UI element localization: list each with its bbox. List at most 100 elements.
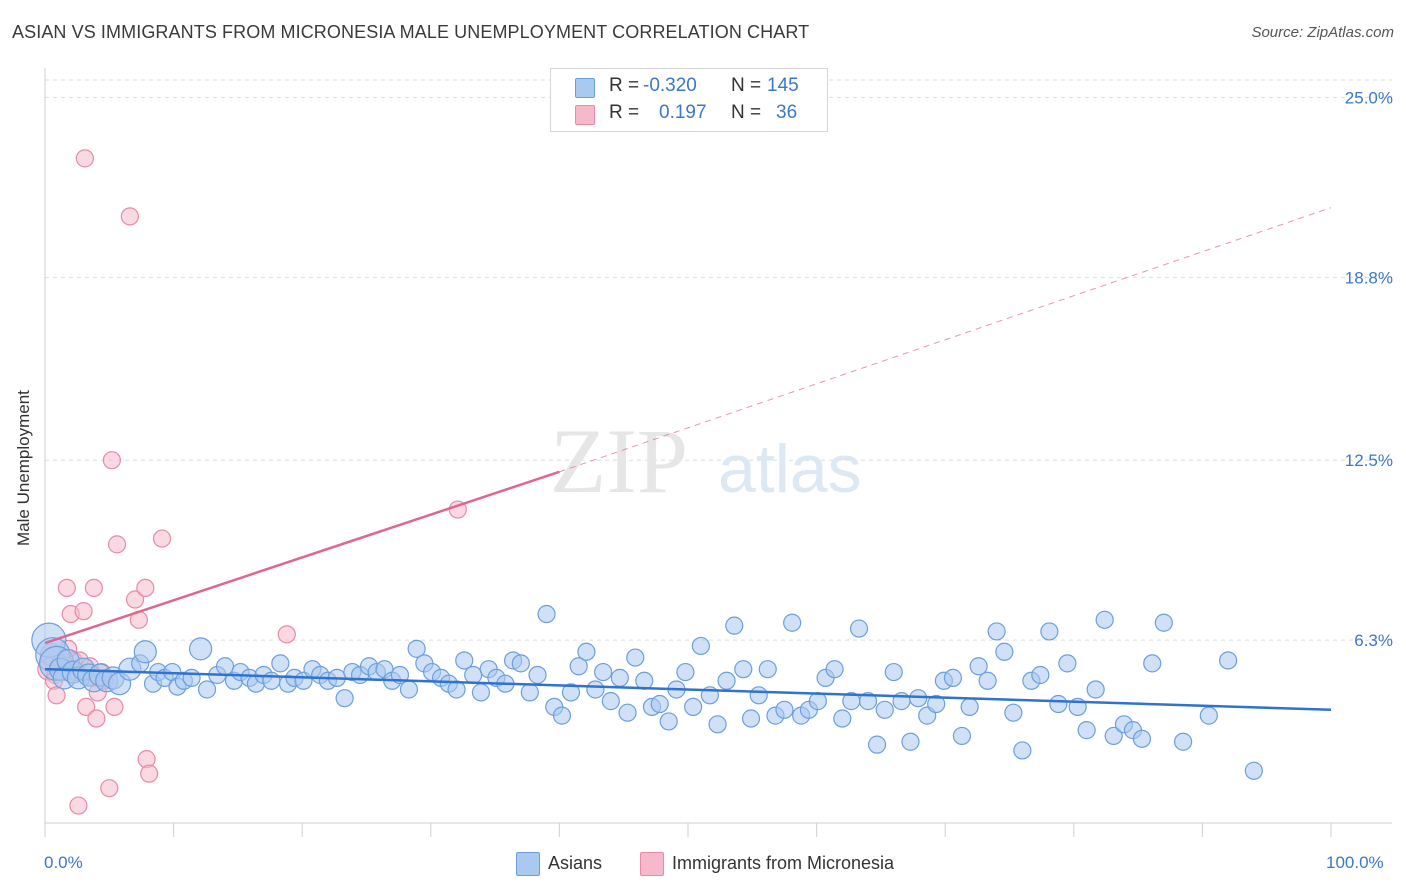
legend-r-label: R = (609, 75, 640, 96)
legend-r-value-asians: -0.320 (643, 75, 697, 96)
micronesia-point (84, 578, 103, 598)
micronesia-point (47, 686, 66, 705)
asians-point (197, 680, 217, 699)
micronesia-point (140, 764, 159, 783)
asians-point (561, 683, 581, 702)
asians-point (455, 651, 474, 670)
micronesia-point (102, 451, 121, 470)
asians-point (884, 662, 903, 682)
y-axis-label: Male Unemployment (14, 390, 33, 546)
asians-point (849, 619, 869, 638)
asians-point (182, 668, 201, 687)
asians-point (1004, 703, 1023, 722)
asians-point (1154, 613, 1173, 632)
legend-r-value-micronesia: 0.197 (659, 102, 707, 123)
asians-point (749, 686, 768, 705)
asians-point (1058, 654, 1077, 673)
asians-point (987, 622, 1006, 641)
micronesia-point (75, 149, 94, 168)
y-tick-labels: 6.3% 12.5% 18.8% 25.0% (1345, 88, 1393, 650)
asians-point (650, 694, 669, 714)
source-label: Source: ZipAtlas.com (1251, 24, 1394, 41)
grid-lines (45, 79, 1392, 641)
asians-point (1104, 726, 1123, 746)
legend-row-asians: R = -0.320 N = 145 (575, 75, 825, 99)
axes (44, 68, 1392, 837)
asians-point (618, 703, 637, 722)
asians-point (943, 668, 963, 687)
asians-point (952, 726, 972, 746)
bottom-legend-micronesia: Immigrants from Micronesia (640, 852, 940, 876)
asians-point (577, 642, 596, 661)
asians-point (1244, 761, 1263, 780)
asians-point (601, 692, 620, 711)
asians-point (586, 680, 605, 699)
bottom-legend-swatch-asians (516, 852, 540, 876)
asians-point (717, 671, 736, 690)
asians-point (520, 683, 539, 702)
asians-point (734, 660, 753, 679)
asians-point (1199, 706, 1218, 725)
micronesia-point (120, 207, 139, 226)
y-tick-label: 6.3% (1354, 631, 1393, 650)
asians-point (691, 636, 710, 656)
y-tick-label: 18.8% (1345, 268, 1393, 287)
asians-point (1031, 665, 1050, 685)
asians-point (271, 654, 290, 673)
chart-title: ASIAN VS IMMIGRANTS FROM MICRONESIA MALE… (12, 22, 810, 42)
asians-point (867, 735, 887, 754)
micronesia-point (69, 796, 88, 815)
micronesia-point (87, 709, 106, 728)
asians-point (684, 697, 703, 717)
legend-swatch-micronesia (575, 105, 595, 125)
asians-point (552, 706, 572, 725)
asians-point (335, 689, 354, 708)
asians-point (1040, 622, 1059, 641)
micronesia-point (100, 779, 119, 798)
correlation-legend: R = -0.320 N = 145 R = 0.197 N = 36 (550, 68, 828, 132)
asians-point (858, 692, 878, 711)
asians-point (1077, 721, 1096, 740)
asians-point (1095, 610, 1114, 629)
asians-point (960, 697, 979, 717)
bottom-legend-label-micronesia: Immigrants from Micronesia (672, 853, 895, 873)
asians-point (1086, 680, 1105, 699)
watermark-zip: ZIP (550, 410, 688, 512)
asians-point (995, 642, 1014, 661)
asians-point (569, 657, 588, 676)
legend-row-micronesia: R = 0.197 N = 36 (575, 102, 825, 126)
micronesia-trend-line (44, 470, 560, 645)
watermark-atlas: atlas (718, 431, 862, 507)
asians-point (927, 694, 946, 714)
legend-swatch-asians (575, 78, 595, 98)
legend-n-label: N = (731, 75, 762, 96)
asians-point (1013, 741, 1032, 760)
micronesia-point (125, 590, 145, 609)
asians-point (833, 709, 852, 728)
asians-point (407, 639, 426, 658)
bottom-legend-asians: Asians (516, 852, 626, 876)
asians-point (511, 654, 530, 673)
legend-r-label: R = (609, 102, 640, 123)
watermark: ZIP atlas (550, 410, 862, 512)
asians-point (610, 668, 629, 687)
asians-point (399, 680, 419, 699)
asians-point (901, 732, 920, 751)
series-micronesia-points (37, 149, 467, 815)
micronesia-point (107, 535, 127, 554)
asians-point (725, 616, 744, 635)
bottom-legend-label-asians: Asians (548, 853, 603, 873)
y-tick-label: 25.0% (1345, 88, 1393, 107)
asians-point (1049, 694, 1068, 714)
asians-point (825, 660, 844, 679)
asians-point (594, 662, 613, 682)
bottom-legend-swatch-micronesia (640, 852, 664, 876)
legend-n-value-micronesia: 36 (776, 102, 798, 123)
asians-point (708, 715, 727, 734)
asians-point (626, 648, 645, 667)
x-tick-max: 100.0% (1326, 853, 1384, 872)
micronesia-point (277, 625, 296, 644)
asians-point (1132, 729, 1152, 748)
asians-point (808, 692, 827, 711)
